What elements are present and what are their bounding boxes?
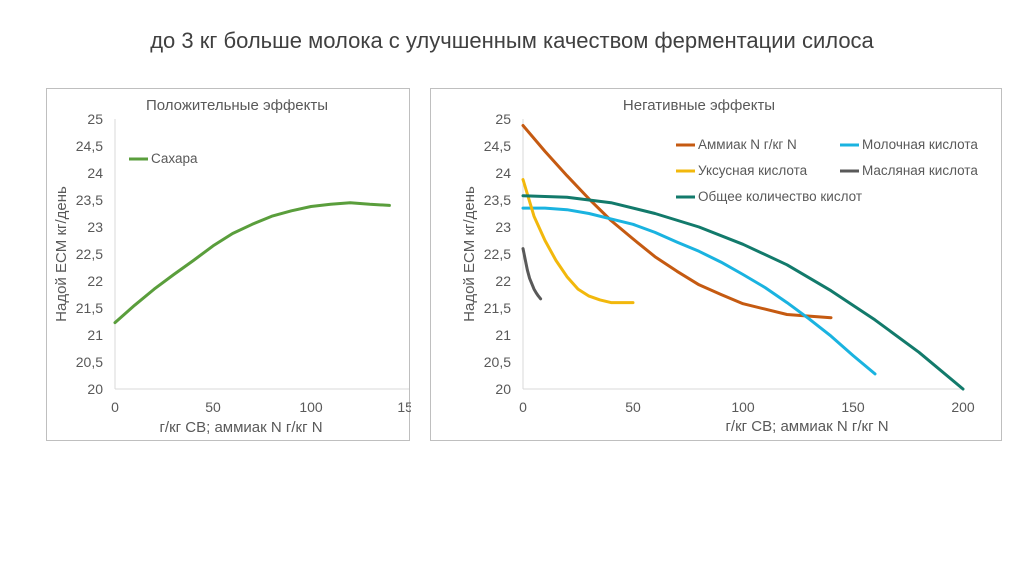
y-tick-label: 21	[87, 327, 103, 343]
series-line-1-2	[521, 178, 635, 305]
x-axis-label: г/кг СВ; аммиак N г/кг N	[725, 418, 888, 435]
x-tick-label: 150	[841, 399, 865, 415]
y-tick-label: 23	[495, 219, 511, 235]
y-tick-label: 21	[495, 327, 511, 343]
y-tick-label: 22,5	[76, 246, 103, 262]
series-line-0-0	[113, 201, 391, 325]
x-tick-label: 50	[625, 399, 641, 415]
y-tick-label: 21,5	[76, 300, 103, 316]
y-tick-label: 24	[495, 165, 511, 181]
y-tick-label: 21,5	[484, 300, 511, 316]
y-tick-label: 22,5	[484, 246, 511, 262]
y-tick-label: 24,5	[484, 138, 511, 154]
negative-effects-chart: Негативные эффекты 20 20,5 21 21,5 22 22,5 23 23…	[461, 97, 978, 435]
x-tick-label: 200	[951, 399, 975, 415]
x-tick-label: 100	[299, 399, 323, 415]
y-axis-label: Надой ECM кг/день	[461, 186, 478, 322]
legend-label: Аммиак N г/кг N	[698, 137, 797, 152]
x-axis-label: г/кг СВ; аммиак N г/кг N	[159, 419, 322, 436]
chart-title: Положительные эффекты	[146, 97, 328, 114]
y-axis-label: Надой ECM кг/день	[53, 186, 70, 322]
chart-panel-positive: Положительные эффекты 20 20,5 21 21,5 22 22,5 2…	[46, 88, 411, 441]
y-tick-label: 22	[87, 273, 103, 289]
x-tick-label: 150	[397, 399, 411, 415]
y-tick-label: 23,5	[484, 192, 511, 208]
series-line-1-1	[521, 206, 877, 376]
y-tick-label: 24,5	[76, 138, 103, 154]
y-tick-label: 25	[495, 111, 511, 127]
x-tick-label: 100	[731, 399, 755, 415]
legend-label: Сахара	[151, 151, 198, 166]
y-tick-label: 22	[495, 273, 511, 289]
y-tick-label: 23	[87, 219, 103, 235]
y-tick-label: 25	[87, 111, 103, 127]
page-title: до 3 кг больше молока с улучшенным качес…	[150, 28, 874, 53]
y-tick-label: 24	[87, 165, 103, 181]
chart-panel-negative: Негативные эффекты 20 20,5 21 21,5 22 22,5 23 23…	[430, 88, 1002, 441]
x-tick-label: 0	[519, 399, 527, 415]
y-tick-label: 20	[87, 381, 103, 397]
positive-effects-chart: Положительные эффекты 20 20,5 21 21,5 22 22,5 2…	[53, 97, 411, 436]
y-tick-label: 23,5	[76, 192, 103, 208]
x-tick-label: 0	[111, 399, 119, 415]
x-tick-label: 50	[205, 399, 221, 415]
legend-label: Молочная кислота	[862, 137, 978, 152]
chart-title: Негативные эффекты	[623, 97, 775, 114]
legend-label: Уксусная кислота	[698, 163, 808, 178]
series-line-1-4	[521, 194, 965, 391]
legend-label: Общее количество кислот	[698, 189, 862, 204]
y-tick-label: 20	[495, 381, 511, 397]
series-line-1-0	[521, 124, 833, 320]
series-line-1-3	[521, 247, 543, 301]
legend-label: Масляная кислота	[862, 163, 978, 178]
y-tick-label: 20,5	[484, 354, 511, 370]
y-tick-label: 20,5	[76, 354, 103, 370]
